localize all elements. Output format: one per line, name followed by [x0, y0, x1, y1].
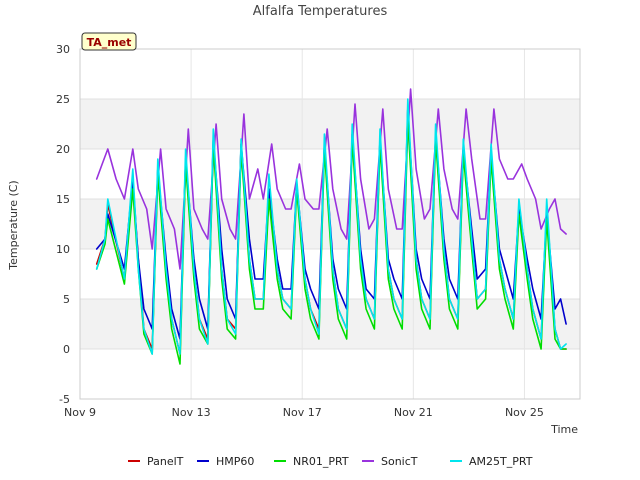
y-axis-label: Temperature (C) — [7, 180, 20, 270]
tag-text: TA_met — [87, 36, 132, 49]
chart-title: Alfalfa Temperatures — [253, 4, 388, 19]
y-tick-label: 20 — [56, 143, 70, 156]
y-tick-label: 30 — [56, 43, 70, 56]
tag-label: TA_met — [81, 32, 137, 51]
x-tick-label: Nov 25 — [505, 406, 544, 419]
legend-label: AM25T_PRT — [469, 455, 533, 468]
x-tick-label: Nov 17 — [283, 406, 322, 419]
legend-label: SonicT — [381, 455, 418, 468]
y-tick-label: 5 — [63, 293, 70, 306]
series-line-am25t-prt — [95, 98, 567, 355]
y-axis-ticks: -5 0 5 10 15 20 25 30 — [56, 43, 70, 406]
x-tick-label: Nov 21 — [394, 406, 433, 419]
tag-box — [81, 32, 137, 51]
plot-band — [80, 99, 580, 149]
legend-label: NR01_PRT — [293, 455, 349, 468]
series-lines — [95, 88, 567, 365]
y-tick-label: 10 — [56, 243, 70, 256]
y-tick-label: -5 — [59, 393, 70, 406]
plot-band — [80, 299, 580, 349]
plot-frame — [79, 48, 581, 400]
y-tick-label: 0 — [63, 343, 70, 356]
x-axis-ticks: Nov 9 Nov 13 Nov 17 Nov 21 Nov 25 — [64, 406, 544, 419]
legend: PanelT HMP60 NR01_PRT SonicT AM25T_PRT — [128, 455, 533, 468]
y-tick-label: 15 — [56, 193, 70, 206]
y-tick-label: 25 — [56, 93, 70, 106]
x-axis-label: Time — [550, 423, 578, 436]
x-tick-label: Nov 13 — [172, 406, 211, 419]
legend-label: HMP60 — [216, 455, 254, 468]
x-tick-label: Nov 9 — [64, 406, 96, 419]
legend-label: PanelT — [147, 455, 184, 468]
